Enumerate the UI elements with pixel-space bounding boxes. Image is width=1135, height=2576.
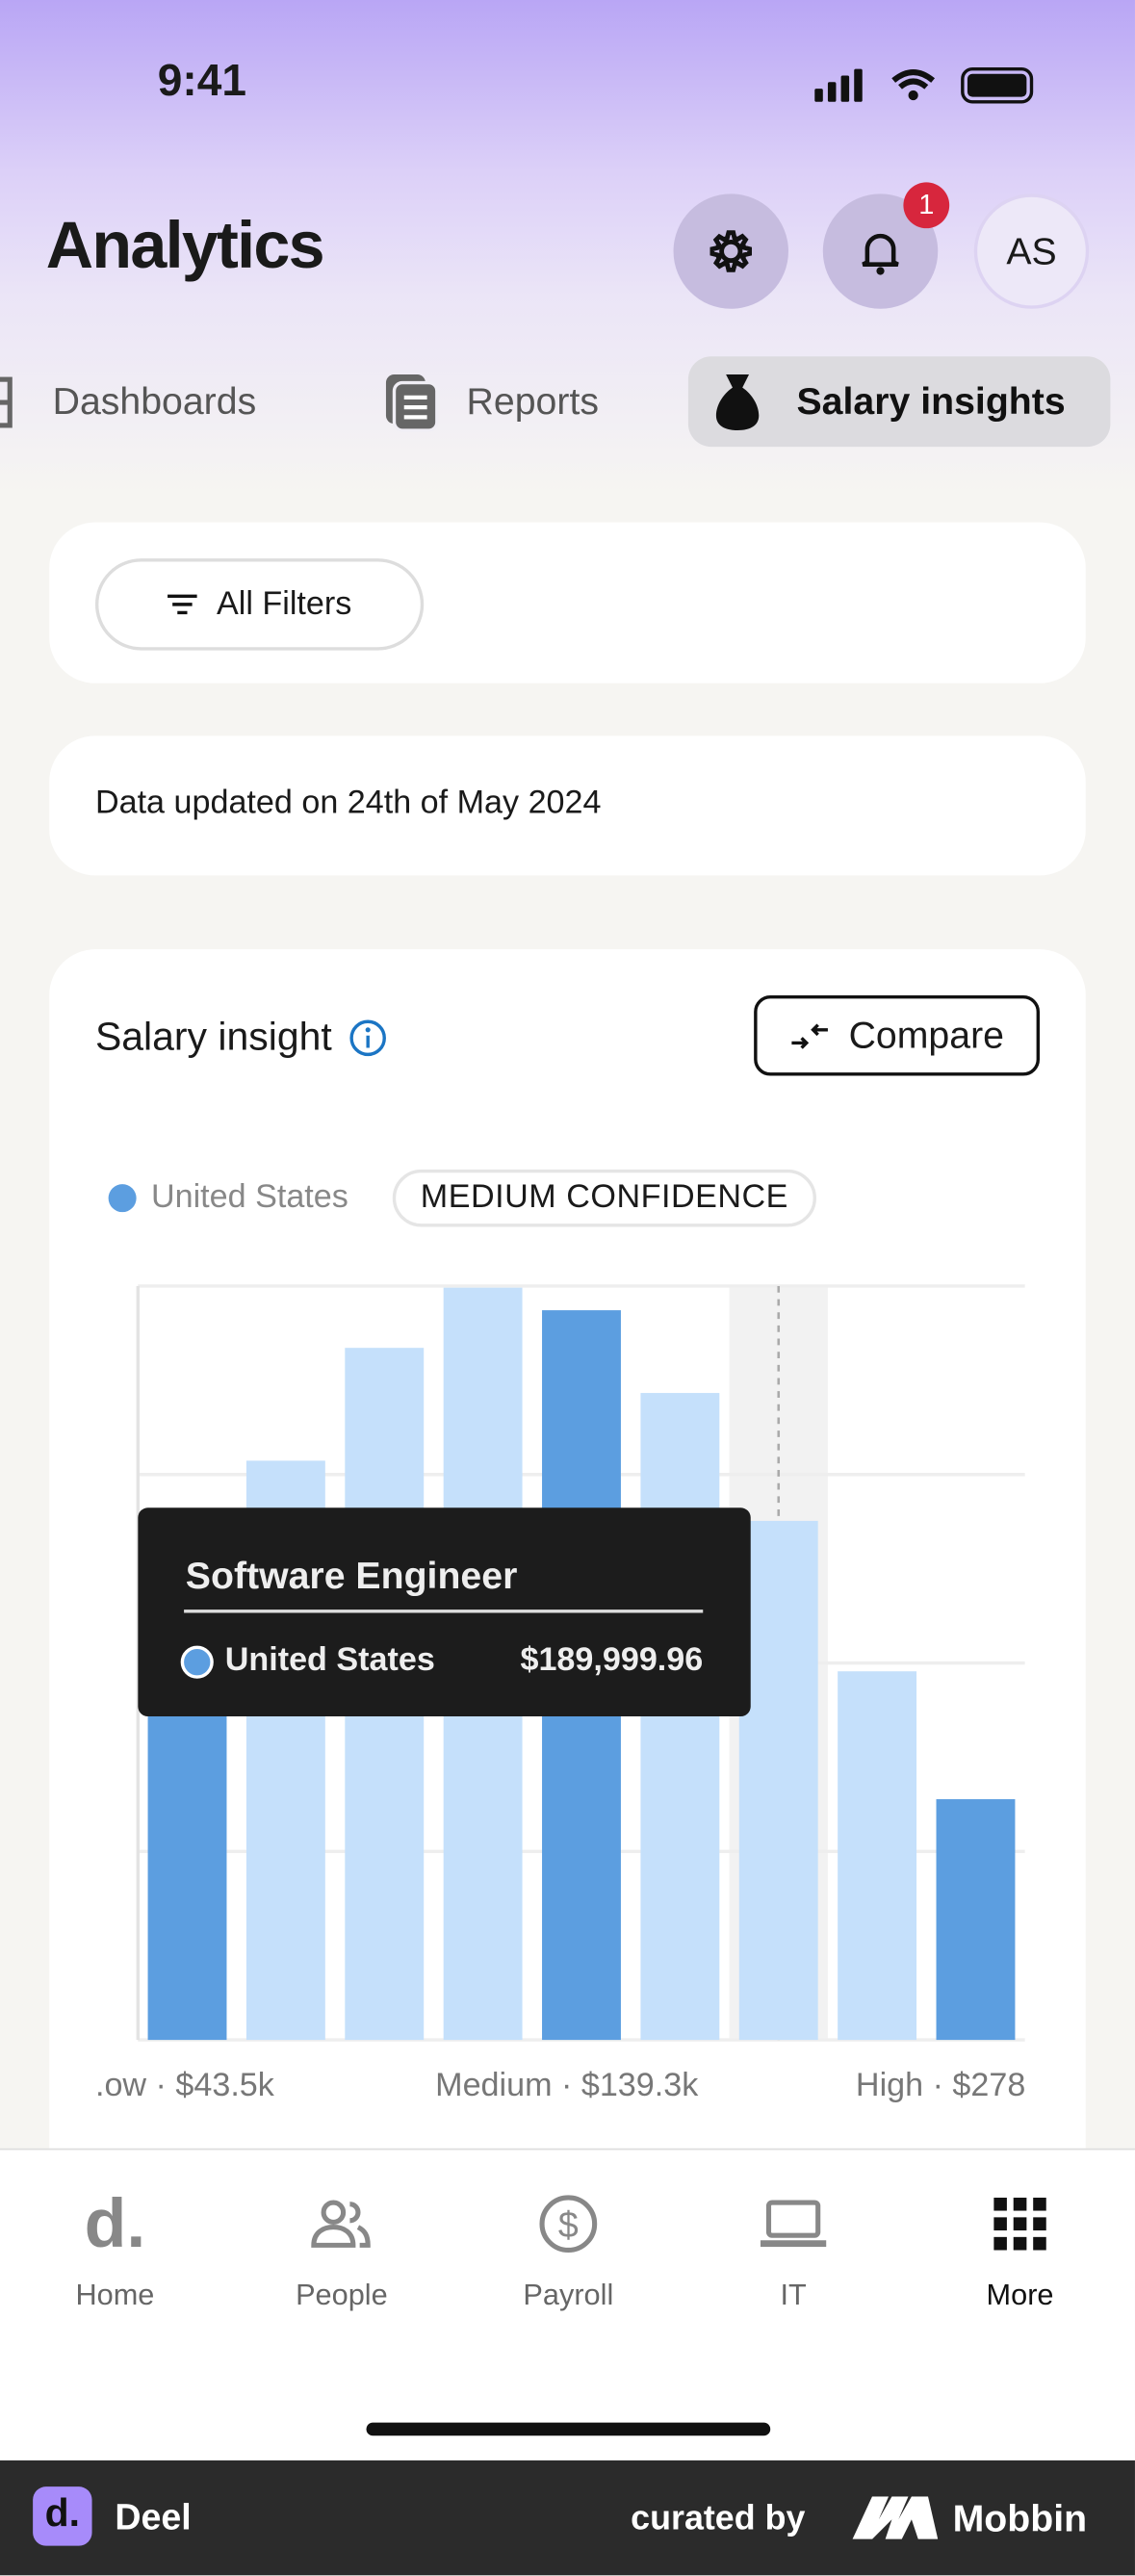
x-label-medium: Medium · $139.3k bbox=[435, 2068, 699, 2104]
deel-logo-icon: d. bbox=[33, 2486, 92, 2546]
tab-label: Salary insights bbox=[796, 379, 1066, 423]
x-label-high: High · $278 bbox=[855, 2068, 1026, 2104]
legend-item: United States bbox=[108, 1179, 348, 1217]
chart-bar bbox=[838, 1671, 917, 2041]
insight-title: Salary insight bbox=[94, 1015, 332, 1060]
bottom-nav: d. Home People $ Payroll IT More bbox=[0, 2148, 1135, 2460]
nav-label: More bbox=[986, 2278, 1054, 2311]
notification-badge: 1 bbox=[903, 182, 950, 229]
nav-people[interactable]: People bbox=[244, 2183, 441, 2313]
tab-label: Dashboards bbox=[52, 379, 257, 423]
data-updated-text: Data updated on 24th of May 2024 bbox=[94, 785, 602, 822]
footer-mobbin: Mobbin bbox=[952, 2496, 1088, 2539]
reports-icon bbox=[385, 374, 439, 431]
grid-icon bbox=[0, 375, 13, 427]
confidence-badge: MEDIUM CONFIDENCE bbox=[392, 1169, 816, 1227]
laptop-icon bbox=[760, 2200, 827, 2248]
bell-icon bbox=[862, 233, 899, 275]
mobbin-logo-icon bbox=[852, 2496, 939, 2539]
chart-bar bbox=[640, 1393, 720, 2041]
footer-bar: d. Deel curated by Mobbin bbox=[0, 2460, 1135, 2576]
grid-menu-icon bbox=[993, 2197, 1046, 2251]
home-indicator bbox=[366, 2422, 771, 2436]
tooltip-value: $189,999.96 bbox=[520, 1642, 704, 1679]
filter-icon bbox=[167, 594, 197, 615]
nav-label: Home bbox=[75, 2278, 155, 2311]
tab-dashboards[interactable]: Dashboards bbox=[0, 356, 256, 447]
info-icon[interactable] bbox=[348, 1018, 388, 1058]
status-icons bbox=[812, 65, 1042, 113]
nav-label: IT bbox=[780, 2278, 807, 2311]
nav-home[interactable]: d. Home bbox=[16, 2183, 214, 2313]
nav-label: People bbox=[296, 2278, 388, 2311]
tooltip-divider bbox=[184, 1610, 704, 1613]
data-updated-card: Data updated on 24th of May 2024 bbox=[49, 735, 1086, 876]
salary-distribution-chart bbox=[136, 1284, 1025, 2042]
nav-it[interactable]: IT bbox=[695, 2183, 892, 2313]
tab-salary-insights[interactable]: Salary insights bbox=[687, 356, 1111, 448]
tooltip-series: United States bbox=[224, 1642, 435, 1679]
tab-reports[interactable]: Reports bbox=[384, 356, 599, 447]
tooltip-dot-icon bbox=[180, 1644, 214, 1678]
legend-dot-icon bbox=[108, 1184, 137, 1213]
svg-text:$: $ bbox=[558, 2204, 579, 2245]
compare-arrows-icon bbox=[790, 1022, 828, 1048]
x-label-low: .ow · $43.5k bbox=[94, 2068, 274, 2104]
footer-brand: Deel bbox=[115, 2496, 192, 2538]
nav-label: Payroll bbox=[523, 2278, 614, 2311]
compare-button[interactable]: Compare bbox=[754, 994, 1041, 1076]
gear-icon bbox=[709, 230, 753, 272]
compare-label: Compare bbox=[848, 1013, 1004, 1057]
page-title: Analytics bbox=[45, 210, 325, 283]
settings-button[interactable] bbox=[673, 193, 788, 309]
chart-bar bbox=[936, 1799, 1016, 2041]
legend-label: United States bbox=[150, 1179, 348, 1216]
dollar-icon: $ bbox=[539, 2195, 598, 2254]
avatar[interactable]: AS bbox=[973, 193, 1090, 309]
status-time: 9:41 bbox=[157, 56, 247, 106]
nav-payroll[interactable]: $ Payroll bbox=[470, 2183, 667, 2313]
all-filters-button[interactable]: All Filters bbox=[94, 558, 425, 651]
nav-more[interactable]: More bbox=[921, 2183, 1119, 2313]
chart-bar bbox=[738, 1520, 818, 2041]
all-filters-label: All Filters bbox=[217, 585, 352, 622]
chart-tooltip: Software Engineer United States $189,999… bbox=[138, 1507, 751, 1716]
tooltip-title: Software Engineer bbox=[185, 1554, 518, 1597]
money-bag-icon bbox=[715, 374, 760, 430]
people-icon bbox=[311, 2200, 371, 2248]
filters-card: All Filters bbox=[49, 522, 1086, 683]
footer-curated: curated by bbox=[631, 2499, 806, 2538]
tab-label: Reports bbox=[466, 379, 599, 423]
deel-logo-icon: d. bbox=[84, 2184, 146, 2262]
